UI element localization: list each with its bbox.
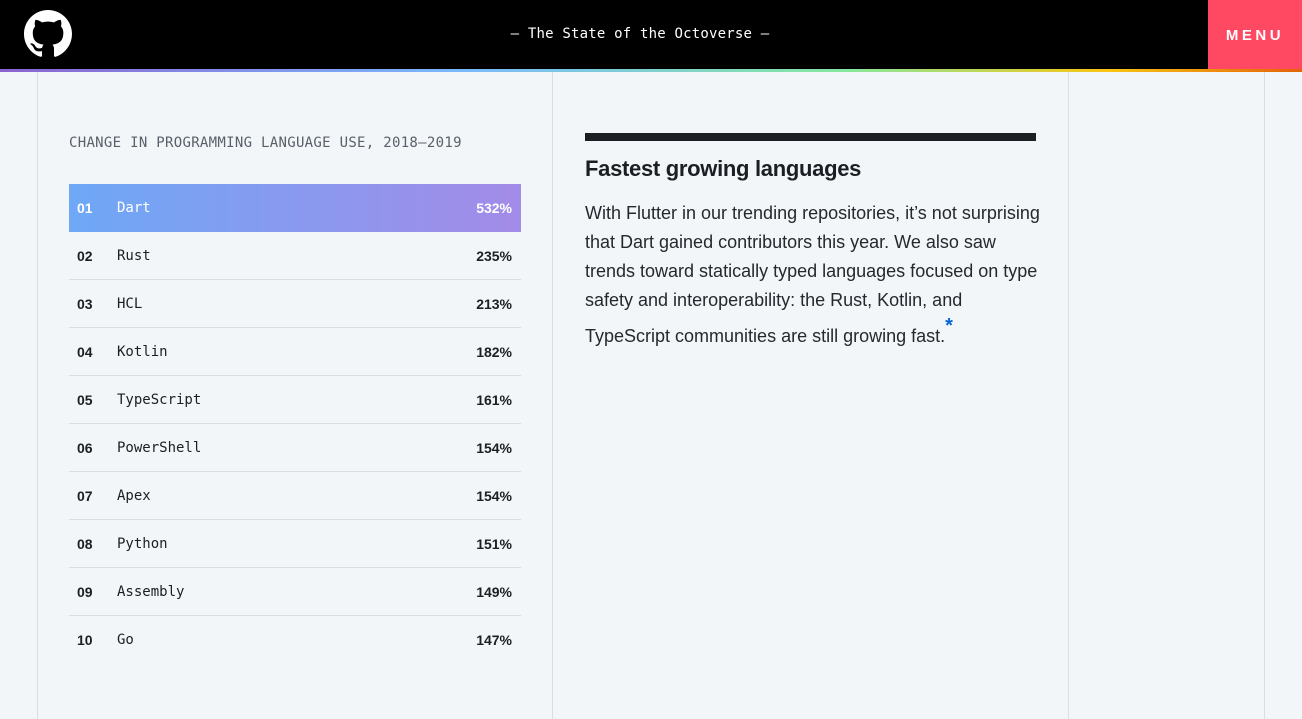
growth-percent: 151% xyxy=(476,535,512,552)
list-item: 08 Python 151% xyxy=(69,520,521,568)
language-name: TypeScript xyxy=(117,391,202,408)
language-name: Apex xyxy=(117,487,151,504)
top-navigation-bar: — The State of the Octoverse — MENU xyxy=(0,0,1302,69)
rank-number: 05 xyxy=(77,391,93,408)
github-octocat-icon[interactable] xyxy=(24,10,72,58)
site-title: — The State of the Octoverse — xyxy=(510,26,770,42)
language-name: Dart xyxy=(117,199,151,216)
article-body-text: With Flutter in our trending repositorie… xyxy=(585,203,1040,346)
rank-number: 06 xyxy=(77,439,93,456)
language-ranking-list: 01 Dart 532% 02 Rust 235% 03 HCL 213% 04… xyxy=(69,184,521,663)
growth-percent: 154% xyxy=(476,487,512,504)
column-divider xyxy=(37,72,38,719)
list-item: 07 Apex 154% xyxy=(69,472,521,520)
rainbow-divider xyxy=(0,69,1302,72)
rank-number: 09 xyxy=(77,583,93,600)
growth-percent: 154% xyxy=(476,439,512,456)
growth-percent: 149% xyxy=(476,583,512,600)
list-item: 01 Dart 532% xyxy=(69,184,521,232)
rank-number: 04 xyxy=(77,343,93,360)
column-divider xyxy=(1068,72,1069,719)
language-name: PowerShell xyxy=(117,439,202,456)
list-item: 10 Go 147% xyxy=(69,616,521,663)
rank-number: 03 xyxy=(77,295,93,312)
list-item: 09 Assembly 149% xyxy=(69,568,521,616)
rank-number: 07 xyxy=(77,487,93,504)
growth-percent: 147% xyxy=(476,631,512,648)
language-name: Go xyxy=(117,631,134,648)
article-body: With Flutter in our trending repositorie… xyxy=(585,199,1043,351)
list-item: 05 TypeScript 161% xyxy=(69,376,521,424)
list-item: 04 Kotlin 182% xyxy=(69,328,521,376)
language-name: Rust xyxy=(117,247,151,264)
list-item: 02 Rust 235% xyxy=(69,232,521,280)
menu-button[interactable]: MENU xyxy=(1208,0,1302,69)
language-name: Python xyxy=(117,535,168,552)
rank-number: 10 xyxy=(77,631,93,648)
column-divider xyxy=(1264,72,1265,719)
growth-percent: 213% xyxy=(476,295,512,312)
section-heading: Fastest growing languages xyxy=(585,156,862,181)
footnote-link[interactable]: * xyxy=(945,315,953,337)
rank-number: 08 xyxy=(77,535,93,552)
rank-number: 01 xyxy=(77,199,93,216)
growth-percent: 161% xyxy=(476,391,512,408)
language-name: Kotlin xyxy=(117,343,168,360)
chart-caption: CHANGE IN PROGRAMMING LANGUAGE USE, 2018… xyxy=(69,135,462,151)
growth-percent: 532% xyxy=(476,199,512,216)
list-item: 06 PowerShell 154% xyxy=(69,424,521,472)
language-name: Assembly xyxy=(117,583,185,600)
language-name: HCL xyxy=(117,295,143,312)
growth-percent: 182% xyxy=(476,343,512,360)
heading-rule xyxy=(585,133,1036,141)
list-item: 03 HCL 213% xyxy=(69,280,521,328)
column-divider xyxy=(552,72,553,719)
rank-number: 02 xyxy=(77,247,93,264)
growth-percent: 235% xyxy=(476,247,512,264)
